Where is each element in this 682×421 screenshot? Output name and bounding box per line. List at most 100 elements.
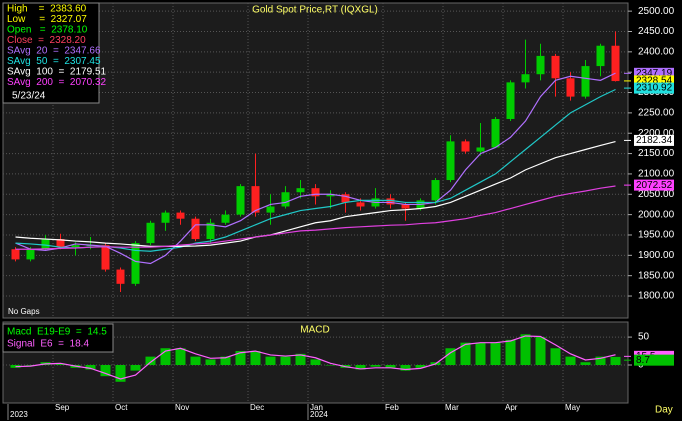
macd-bar <box>370 365 381 367</box>
macd-bar <box>490 342 501 366</box>
macd-bar <box>385 365 396 368</box>
legend-box <box>2 2 100 104</box>
candle-body <box>116 269 125 284</box>
y-tick-label: 2150.00 <box>638 148 675 159</box>
x-tick-label: Nov <box>175 403 189 412</box>
candle-body <box>551 55 560 79</box>
candle-body <box>251 186 260 213</box>
macd-bar <box>115 365 126 382</box>
candle-body <box>431 180 440 201</box>
x-tick-label: Dec <box>250 403 264 412</box>
candle-body <box>206 222 215 240</box>
macd-bar <box>250 351 261 366</box>
legend-entry: SAvg 200 = 2070.32 <box>7 77 107 88</box>
macd-bar <box>235 351 246 366</box>
macd-bar <box>565 356 576 366</box>
x-tick-label: Sep <box>55 403 70 412</box>
candle-body <box>566 78 575 97</box>
macd-bar <box>580 362 591 366</box>
candle-body <box>521 74 530 83</box>
candle-body <box>311 188 320 197</box>
chart-title: Gold Spot Price,RT (IQXGL) <box>252 5 378 16</box>
candle-body <box>236 186 245 215</box>
candle-body <box>41 239 50 250</box>
candle-body <box>56 239 65 248</box>
last-value-box <box>634 67 674 79</box>
candle-body <box>476 147 485 152</box>
macd-legend-box <box>2 323 114 353</box>
candle-body <box>386 198 395 205</box>
y-tick-label: 2500.00 <box>638 6 675 17</box>
x-tick-label: Oct <box>115 403 128 412</box>
candle-body <box>146 222 155 244</box>
macd-bar <box>460 342 471 366</box>
last-value-label: 2310.92 <box>636 83 673 94</box>
candle-body <box>11 249 20 260</box>
last-value-label: 2072.52 <box>636 180 673 191</box>
legend-entry: Macd E19-E9 = 14.5 <box>7 327 107 338</box>
x-tick-label: Feb <box>385 403 399 412</box>
candle-body <box>341 194 350 203</box>
y-tick-label: 2000.00 <box>638 209 675 220</box>
candle-body <box>101 245 110 270</box>
last-value-label: 8.7 <box>636 355 650 366</box>
candle-body <box>266 206 275 213</box>
candle-body <box>161 212 170 223</box>
macd-bar <box>415 365 426 368</box>
y-tick-label: 1900.00 <box>638 250 675 261</box>
candle-body <box>461 141 470 152</box>
x-tick-label: Mar <box>445 403 459 412</box>
legend-entry: SAvg 100 = 2179.51 <box>7 67 107 78</box>
moving-average <box>15 72 616 265</box>
macd-bar <box>310 359 321 366</box>
last-value-box <box>634 179 674 191</box>
macd-bar <box>55 363 66 366</box>
legend-entry: High = 2383.60 <box>7 4 87 15</box>
last-value-label: 2182.34 <box>636 135 673 146</box>
candle-body <box>71 245 80 248</box>
macd-bar <box>550 348 561 366</box>
x-tick-label: Apr <box>505 403 518 412</box>
candle-body <box>326 194 335 197</box>
macd-bar <box>190 356 201 366</box>
y-tick-label: 1800.00 <box>638 291 675 302</box>
last-value-label: 2328.54 <box>636 76 673 87</box>
macd-bar <box>25 365 36 366</box>
macd-bar <box>160 348 171 366</box>
macd-bar <box>445 348 456 366</box>
marks <box>10 31 621 382</box>
macd-bar <box>280 356 291 366</box>
x-tick-label: May <box>565 403 580 412</box>
candle-body <box>26 249 35 260</box>
macd-bar <box>265 356 276 366</box>
macd-bar <box>355 365 366 370</box>
moving-average <box>15 185 616 250</box>
macd-bar <box>100 365 111 377</box>
last-value-box <box>634 82 674 94</box>
y-tick-label: 2450.00 <box>638 26 675 37</box>
note: No Gaps <box>8 307 40 316</box>
macd-bar <box>505 339 516 366</box>
macd-bar <box>325 365 336 366</box>
year-label: 2023 <box>10 410 28 419</box>
macd-bar <box>175 348 186 366</box>
year-label: 2024 <box>310 410 328 419</box>
last-value-box <box>634 354 674 366</box>
legend-entry: Open = 2378.10 <box>7 25 88 36</box>
macd-title: MACD <box>300 325 329 336</box>
last-value-box <box>634 134 674 146</box>
last-value-label: 2347.19 <box>636 68 673 79</box>
candle-body <box>596 45 605 67</box>
macd-bar <box>220 356 231 366</box>
x-tick-label: Jan <box>310 403 323 412</box>
macd-bar <box>535 337 546 366</box>
candle-body <box>176 212 185 219</box>
legend-entry: SAvg 20 = 2347.66 <box>7 46 101 57</box>
macd-bar <box>520 334 531 366</box>
signal-line <box>15 335 616 380</box>
macd-bar <box>610 356 621 366</box>
macd-bar <box>85 365 96 370</box>
legend-entry: Low = 2327.07 <box>7 14 87 25</box>
macd-bar <box>145 356 156 366</box>
